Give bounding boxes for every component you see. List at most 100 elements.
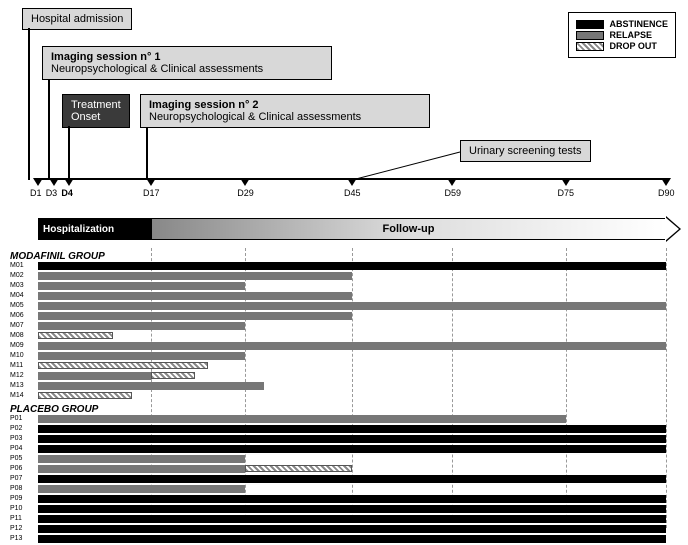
phase-bar: HospitalizationFollow-up (10, 218, 678, 242)
patient-id: P01 (10, 415, 22, 422)
patient-row: M13 (10, 382, 678, 391)
patient-row: P13 (10, 535, 678, 544)
bar-area (38, 302, 666, 310)
patient-row: P07 (10, 475, 678, 484)
patient-id: P12 (10, 525, 22, 532)
patient-rows: MODAFINIL GROUPM01M02M03M04M05M06M07M08M… (10, 248, 678, 545)
patient-id: M06 (10, 312, 24, 319)
bar-area (38, 425, 666, 433)
legend: ABSTINENCERELAPSEDROP OUT (568, 12, 676, 58)
patient-row: M12 (10, 372, 678, 381)
bar-area (38, 362, 666, 370)
legend-label: DROP OUT (609, 41, 656, 51)
patient-id: M09 (10, 342, 24, 349)
imaging-session-2-box: Imaging session n° 2 Neuropsychological … (140, 94, 430, 128)
tick-label: D75 (558, 188, 575, 198)
patient-row: M11 (10, 362, 678, 371)
patient-id: P05 (10, 455, 22, 462)
patient-id: P07 (10, 475, 22, 482)
segment-rel (38, 465, 245, 473)
session1-title: Imaging session n° 1 (51, 51, 323, 63)
patient-row: M10 (10, 352, 678, 361)
legend-row: RELAPSE (576, 30, 668, 40)
bar-area (38, 505, 666, 513)
patient-row: M06 (10, 312, 678, 321)
bar-area (38, 382, 666, 390)
tick-label: D45 (344, 188, 361, 198)
legend-swatch (576, 20, 604, 29)
segment-rel (38, 352, 245, 360)
patient-id: M01 (10, 262, 24, 269)
bar-area (38, 282, 666, 290)
segment-rel (38, 322, 245, 330)
patient-row: P11 (10, 515, 678, 524)
patient-row: M14 (10, 392, 678, 401)
connector (68, 126, 70, 180)
segment-rel (38, 382, 264, 390)
patient-id: M11 (10, 362, 23, 369)
treatment-line2: Onset (71, 111, 121, 123)
patient-row: M02 (10, 272, 678, 281)
segment-rel (38, 272, 352, 280)
tick-label: D4 (61, 188, 73, 198)
connector (146, 128, 148, 180)
segment-abst (38, 535, 666, 543)
treatment-onset-box: Treatment Onset (62, 94, 130, 128)
session2-sub: Neuropsychological & Clinical assessment… (149, 111, 421, 123)
patient-id: P08 (10, 485, 22, 492)
bar-area (38, 475, 666, 483)
session1-sub: Neuropsychological & Clinical assessment… (51, 63, 323, 75)
legend-row: ABSTINENCE (576, 19, 668, 29)
segment-rel (38, 342, 666, 350)
patient-row: M05 (10, 302, 678, 311)
patient-id: P03 (10, 435, 22, 442)
bar-area (38, 312, 666, 320)
tick-label: D3 (46, 188, 58, 198)
bar-area (38, 495, 666, 503)
patient-row: M07 (10, 322, 678, 331)
legend-row: DROP OUT (576, 41, 668, 51)
hospital-admission-box: Hospital admission (22, 8, 132, 30)
legend-swatch (576, 31, 604, 40)
hospital-admission-label: Hospital admission (31, 13, 123, 25)
connector (28, 28, 30, 180)
tick-label: D17 (143, 188, 160, 198)
segment-rel (38, 455, 245, 463)
legend-swatch (576, 42, 604, 51)
tick-marker (49, 178, 59, 186)
phase-hospitalization: Hospitalization (38, 218, 151, 240)
patient-row: P02 (10, 425, 678, 434)
patient-row: M03 (10, 282, 678, 291)
bar-area (38, 415, 666, 423)
tick-marker (347, 178, 357, 186)
tick-marker (33, 178, 43, 186)
patient-row: P01 (10, 415, 678, 424)
patient-row: M09 (10, 342, 678, 351)
tick-marker (661, 178, 671, 186)
urinary-label: Urinary screening tests (469, 145, 582, 157)
patient-id: P09 (10, 495, 22, 502)
phase-arrow (665, 217, 679, 241)
phase-followup: Follow-up (151, 218, 666, 240)
patient-row: M04 (10, 292, 678, 301)
patient-id: M02 (10, 272, 24, 279)
segment-abst (38, 425, 666, 433)
segment-rel (38, 292, 352, 300)
segment-drop (245, 465, 352, 472)
segment-drop (38, 332, 113, 339)
bar-area (38, 515, 666, 523)
patient-id: M14 (10, 392, 24, 399)
patient-row: P08 (10, 485, 678, 494)
bar-area (38, 352, 666, 360)
segment-abst (38, 495, 666, 503)
tick-marker (146, 178, 156, 186)
patient-id: M10 (10, 352, 24, 359)
patient-id: M08 (10, 332, 24, 339)
patient-id: P04 (10, 445, 22, 452)
tick-label: D59 (444, 188, 461, 198)
patient-id: M05 (10, 302, 24, 309)
segment-abst (38, 445, 666, 453)
bar-area (38, 322, 666, 330)
patient-id: P10 (10, 505, 22, 512)
bar-area (38, 292, 666, 300)
